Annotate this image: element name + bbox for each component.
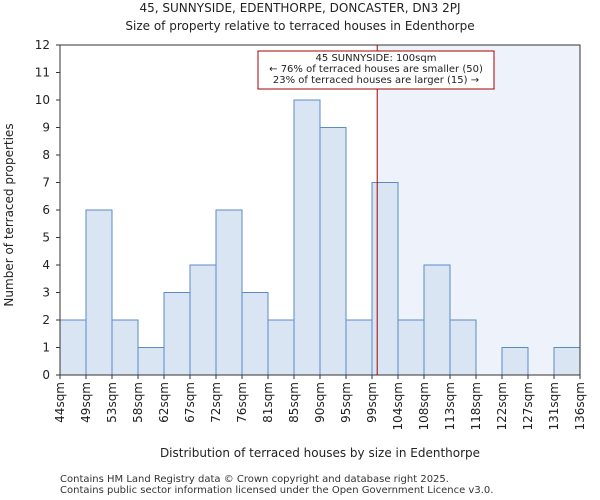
x-tick-label: 136sqm [573,382,587,430]
y-tick-label: 1 [42,341,50,355]
x-tick-label: 72sqm [209,382,223,423]
y-tick-label: 12 [35,38,50,52]
x-tick-label: 76sqm [235,382,249,423]
x-tick-label: 99sqm [365,382,379,423]
bar-99sqm [371,182,399,376]
x-tick-label: 113sqm [443,382,457,430]
y-axis-label: Number of terraced properties [2,123,16,306]
x-tick-label: 127sqm [521,382,535,430]
y-tick-label: 5 [42,231,50,245]
x-tick-label: 122sqm [495,382,509,430]
footer-licence: Contains public sector information licen… [60,485,494,496]
bar-81sqm [267,319,295,376]
x-tick-label: 67sqm [183,382,197,423]
x-axis-label: Distribution of terraced houses by size … [160,446,480,460]
annotation-line-3: 23% of terraced houses are larger (15) → [273,75,479,86]
x-tick-label: 95sqm [339,382,353,423]
bar-49sqm [85,209,113,376]
bar-72sqm [215,209,243,376]
x-tick-label: 44sqm [53,382,67,423]
x-tick-label: 85sqm [287,382,301,423]
footer-copyright: Contains HM Land Registry data © Crown c… [60,474,449,485]
bar-44sqm [59,319,87,376]
y-tick-label: 11 [35,66,50,80]
bar-76sqm [241,292,269,376]
y-tick-label: 8 [42,148,50,162]
x-tick-label: 108sqm [417,382,431,430]
bar-108sqm [423,264,451,376]
y-tick-label: 10 [35,93,50,107]
bar-53sqm [111,319,139,376]
bar-95sqm [345,319,373,376]
bar-58sqm [137,347,165,376]
x-tick-label: 53sqm [105,382,119,423]
y-tick-label: 9 [42,121,50,135]
y-tick-label: 3 [42,286,50,300]
bar-131sqm [553,347,581,376]
bar-85sqm [293,99,321,376]
annotation-line-2: ← 76% of terraced houses are smaller (50… [269,64,483,75]
y-tick-label: 4 [42,258,50,272]
x-tick-label: 58sqm [131,382,145,423]
x-tick-label: 81sqm [261,382,275,423]
y-tick-label: 6 [42,203,50,217]
bar-67sqm [189,264,217,376]
bar-122sqm [501,347,529,376]
chart-title: 45, SUNNYSIDE, EDENTHORPE, DONCASTER, DN… [139,1,461,15]
y-tick-label: 7 [42,176,50,190]
x-tick-label: 62sqm [157,382,171,423]
x-tick-label: 118sqm [469,382,483,430]
x-tick-label: 104sqm [391,382,405,430]
x-tick-label: 90sqm [313,382,327,423]
bar-62sqm [163,292,191,376]
bar-90sqm [319,127,347,376]
annotation-line-1: 45 SUNNYSIDE: 100sqm [316,53,437,64]
chart-subtitle: Size of property relative to terraced ho… [125,19,475,33]
annotation-box [257,50,495,90]
bar-113sqm [449,319,477,376]
y-tick-label: 2 [42,313,50,327]
y-tick-label: 0 [42,368,50,382]
x-tick-label: 49sqm [79,382,93,423]
bar-104sqm [397,319,425,376]
x-tick-label: 131sqm [547,382,561,430]
